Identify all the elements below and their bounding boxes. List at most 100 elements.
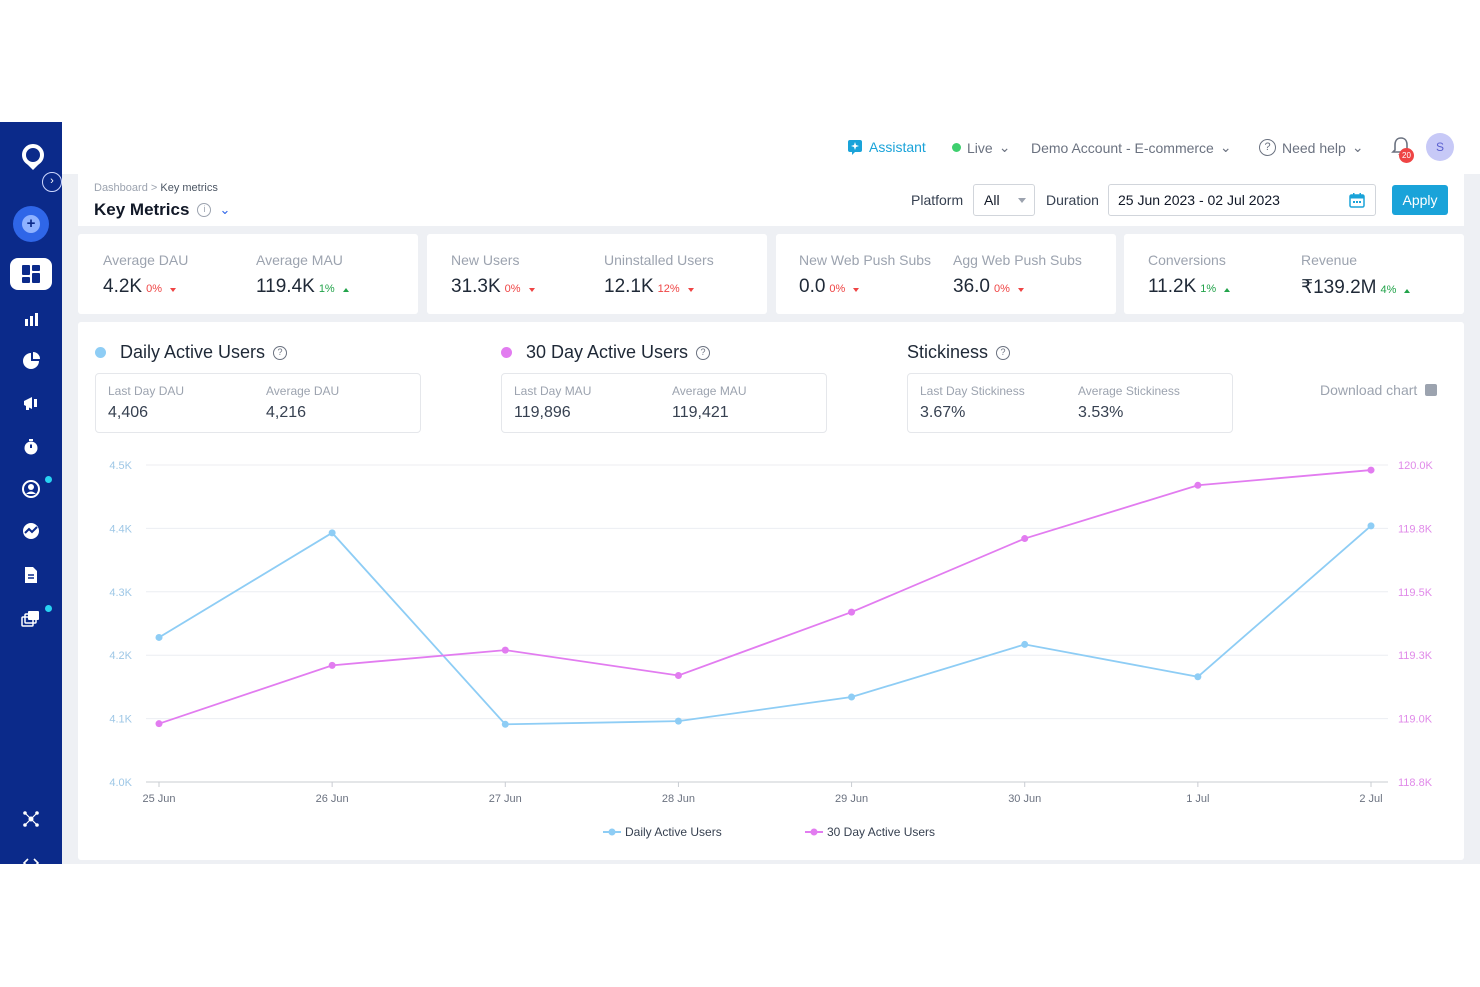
trend-down-icon — [687, 288, 694, 292]
x-tick-label: 1 Jul — [1186, 793, 1209, 805]
download-chart-button[interactable]: Download chart — [1320, 382, 1438, 398]
series-color-dot — [95, 347, 106, 358]
metric-conversions[interactable]: Conversions 11.2K 1% — [1148, 252, 1231, 298]
sidebar-item-integrations[interactable] — [20, 808, 42, 830]
data-point — [1367, 466, 1375, 474]
stat-label: Last Day Stickiness — [920, 384, 1025, 398]
notification-count-badge: 20 — [1399, 148, 1414, 163]
help-dropdown[interactable]: ? Need help ⌄ — [1259, 139, 1364, 156]
chevron-down-icon[interactable]: ⌄ — [219, 202, 231, 217]
data-point — [848, 693, 856, 701]
platform-select[interactable]: All — [973, 184, 1035, 216]
y-right-tick-label: 119.5K — [1398, 587, 1433, 599]
help-icon[interactable]: ? — [273, 345, 288, 360]
series-color-dot — [501, 347, 512, 358]
platform-selected-value: All — [984, 192, 1000, 208]
metric-uninstalled-users[interactable]: Uninstalled Users 12.1K 12% — [604, 252, 714, 298]
sidebar-item-insights[interactable] — [20, 520, 42, 542]
y-left-tick-label: 4.4K — [109, 523, 132, 535]
sidebar-item-campaigns[interactable] — [20, 392, 42, 414]
section-title-mau: 30 Day Active Users ? — [501, 342, 711, 363]
metric-agg-web-push-subs[interactable]: Agg Web Push Subs 36.0 0% — [953, 252, 1082, 298]
insights-icon — [23, 523, 39, 539]
data-point — [328, 529, 336, 537]
x-tick-label: 27 Jun — [489, 793, 522, 805]
stat-label: Last Day DAU — [108, 384, 185, 398]
app-window: › + — [0, 122, 1480, 868]
metric-value: 119.4K — [256, 276, 315, 297]
stopwatch-icon — [24, 439, 38, 455]
metric-change: 4% — [1380, 284, 1397, 296]
metric-average-mau[interactable]: Average MAU 119.4K 1% — [256, 252, 349, 298]
sidebar-item-users[interactable] — [20, 478, 42, 500]
sidebar-item-segments[interactable] — [20, 350, 42, 372]
data-point — [155, 633, 163, 641]
user-circle-icon — [22, 480, 40, 498]
help-icon[interactable]: ? — [696, 345, 711, 360]
breadcrumb-root[interactable]: Dashboard > — [94, 182, 158, 194]
info-icon[interactable]: i — [197, 203, 212, 217]
x-tick-label: 26 Jun — [316, 793, 349, 805]
trend-up-icon — [342, 288, 349, 292]
data-point — [1194, 673, 1202, 681]
metric-value: ₹139.2M — [1301, 277, 1377, 298]
sidebar-item-content[interactable] — [20, 608, 42, 630]
stat-value: 4,406 — [108, 404, 149, 421]
sidebar-item-journeys[interactable] — [20, 436, 42, 458]
calendar-icon[interactable] — [1349, 192, 1365, 208]
sidebar-item-reports[interactable] — [20, 564, 42, 586]
sidebar-item-analytics[interactable] — [20, 308, 42, 330]
plus-icon: + — [22, 215, 40, 233]
account-label: Demo Account - E-commerce — [1031, 139, 1214, 156]
help-label: Need help — [1282, 139, 1346, 156]
account-dropdown[interactable]: Demo Account - E-commerce ⌄ — [1031, 139, 1232, 156]
y-right-tick-label: 120.0K — [1398, 460, 1434, 472]
top-bar: Assistant Live ⌄ Demo Account - E-commer… — [62, 122, 1480, 174]
metric-card-installs: New Users 31.3K 0% Uninstalled Users 12.1… — [427, 234, 767, 314]
data-point — [674, 717, 682, 725]
stat-value: 3.67% — [920, 404, 966, 421]
metric-label: Revenue — [1301, 252, 1358, 268]
metric-value: 12.1K — [604, 276, 654, 297]
environment-dropdown[interactable]: Live ⌄ — [952, 139, 1010, 156]
stat-value: 119,421 — [672, 404, 729, 421]
data-point — [501, 646, 509, 654]
active-users-line-chart[interactable]: 4.0K 118.8K 4.1K 119.0K 4.2K 119.3K 4.3K 119.5K… — [78, 322, 1464, 860]
data-point — [155, 720, 163, 728]
x-tick-label: 30 Jun — [1008, 793, 1041, 805]
metric-change: 0% — [829, 283, 846, 295]
metric-change: 1% — [318, 283, 335, 295]
trend-up-icon — [1224, 288, 1231, 292]
document-icon — [25, 567, 37, 583]
avatar[interactable]: S — [1426, 133, 1454, 161]
expand-sidebar-icon[interactable]: › — [42, 172, 62, 192]
duration-date-range-input[interactable]: 25 Jun 2023 - 02 Jul 2023 — [1108, 184, 1376, 216]
data-point — [501, 720, 509, 728]
metric-new-users[interactable]: New Users 31.3K 0% — [451, 252, 535, 298]
trend-down-icon — [853, 288, 860, 292]
download-chart-label: Download chart — [1320, 382, 1418, 398]
page-header: Dashboard > Key metrics Key Metrics i ⌄ … — [78, 174, 1464, 226]
apply-button[interactable]: Apply — [1392, 185, 1448, 215]
sidebar-item-dashboard[interactable] — [10, 258, 52, 290]
help-icon[interactable]: ? — [996, 345, 1011, 360]
data-point — [848, 608, 856, 616]
trend-down-icon — [528, 288, 535, 292]
page-title-group[interactable]: Key Metrics i ⌄ — [94, 200, 230, 220]
metric-card-web-push: New Web Push Subs 0.0 0% Agg Web Push Sub… — [776, 234, 1116, 314]
series-line-mau — [158, 469, 1372, 725]
y-left-tick-label: 4.2K — [109, 650, 132, 662]
megaphone-icon — [24, 397, 37, 410]
metric-average-dau[interactable]: Average DAU 4.2K 0% — [103, 252, 188, 298]
create-button[interactable]: + — [13, 206, 49, 242]
stat-value: 119,896 — [514, 404, 571, 421]
metric-new-web-push-subs[interactable]: New Web Push Subs 0.0 0% — [799, 252, 931, 298]
metric-card-users: Average DAU 4.2K 0% Average MAU 119.4K 1% — [78, 234, 418, 314]
sidebar-item-developer[interactable] — [20, 852, 42, 874]
brand-logo-icon[interactable] — [18, 142, 48, 172]
x-tick-label: 25 Jun — [142, 793, 175, 805]
metric-revenue[interactable]: Revenue ₹139.2M 4% — [1301, 252, 1411, 299]
breadcrumb: Dashboard > Key metrics — [94, 182, 218, 194]
assistant-button[interactable]: Assistant — [847, 139, 926, 155]
section-title-stickiness: Stickiness ? — [907, 342, 1011, 363]
